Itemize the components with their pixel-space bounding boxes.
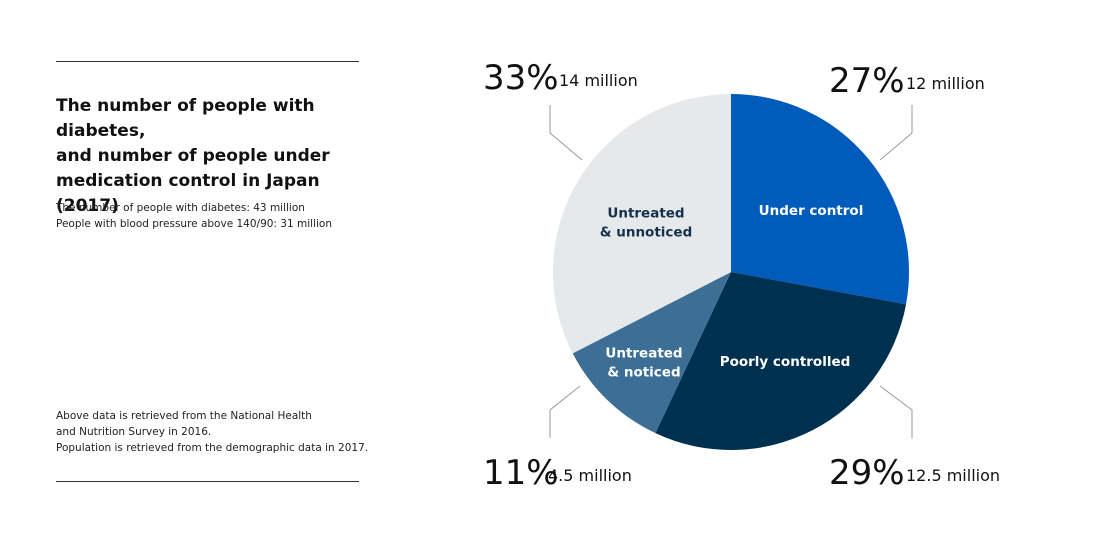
pie-slice <box>731 94 910 305</box>
bottom-divider <box>56 481 359 482</box>
slice-percent-label: 11% <box>483 453 559 493</box>
source-note: Above data is retrieved from the Nationa… <box>56 408 368 456</box>
slice-percent-label: 29% <box>829 453 905 493</box>
pie-slice <box>572 272 731 434</box>
summary-stats: The number of people with diabetes: 43 m… <box>56 200 332 232</box>
pie-slice <box>553 94 731 354</box>
stat-line: The number of people with diabetes: 43 m… <box>56 202 305 214</box>
top-divider <box>56 61 359 62</box>
slice-label: Untreated <box>607 206 684 222</box>
source-line: Population is retrieved from the demogra… <box>56 442 369 454</box>
chart-title: The number of people with diabetes, and … <box>56 94 376 219</box>
slice-percent-label: 27% <box>829 61 905 101</box>
slice-label: & unnoticed <box>600 225 692 241</box>
slice-label: Untreated <box>605 346 682 362</box>
slice-amount-label: 12 million <box>906 74 985 93</box>
title-line: and number of people under <box>56 146 330 166</box>
source-line: Above data is retrieved from the Nationa… <box>56 410 312 422</box>
source-line: and Nutrition Survey in 2016. <box>56 426 212 438</box>
slice-percent-label: 33% <box>483 58 559 98</box>
slice-label: & noticed <box>607 365 680 381</box>
callout-line <box>549 385 581 438</box>
slice-amount-label: 12.5 million <box>906 466 1000 485</box>
pie-slice <box>655 272 907 450</box>
callout-line <box>879 385 913 438</box>
callout-line <box>549 105 583 161</box>
slice-amount-label: 14 million <box>559 71 638 90</box>
slice-label: Poorly controlled <box>720 354 851 370</box>
stat-line: People with blood pressure above 140/90:… <box>56 218 332 230</box>
title-line: The number of people with diabetes, <box>56 96 315 141</box>
slice-label: Under control <box>759 203 864 219</box>
callout-line <box>879 105 913 161</box>
title-line: medication control in Japan (2017) <box>56 171 320 216</box>
slice-amount-label: 4.5 million <box>548 466 632 485</box>
